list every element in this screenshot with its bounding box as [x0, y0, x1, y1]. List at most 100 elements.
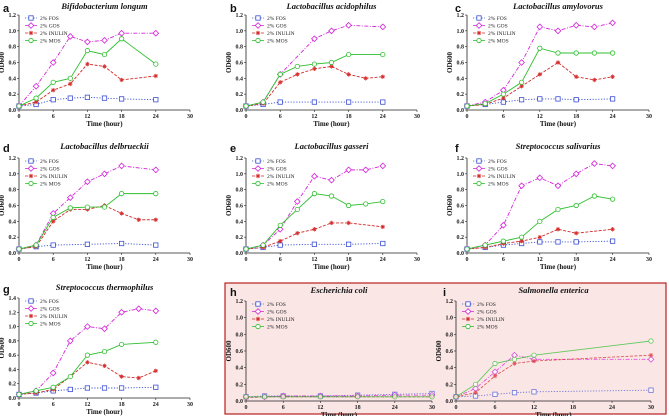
data-point	[84, 352, 91, 358]
data-point	[648, 352, 654, 358]
data-point	[101, 95, 108, 101]
x-tick-label: 30	[429, 405, 435, 411]
y-tick-label: 1.2	[446, 299, 454, 305]
legend-marker	[28, 30, 34, 36]
y-tick-label: 1.2	[457, 13, 465, 19]
panel-title: Streptococcus salivarius	[516, 141, 601, 151]
data-point	[609, 19, 616, 27]
data-point	[609, 162, 616, 170]
y-tick-label: 0.4	[9, 367, 17, 373]
data-point	[346, 72, 351, 77]
data-point	[51, 88, 56, 93]
data-point	[380, 51, 386, 58]
series-line	[466, 98, 613, 107]
legend-marker	[254, 308, 262, 315]
data-point	[610, 238, 616, 244]
x-tick-label: 6	[52, 257, 55, 263]
x-tick-label: 6	[279, 257, 282, 263]
data-point	[591, 160, 598, 167]
y-tick-label: 0.8	[9, 188, 17, 194]
y-tick-label: 1.0	[457, 172, 465, 178]
data-point	[311, 61, 317, 67]
data-point	[32, 82, 40, 90]
series-inulin	[16, 61, 158, 109]
data-point	[119, 36, 125, 42]
x-axis-label: Time (hour)	[313, 263, 350, 271]
data-point	[464, 246, 470, 252]
data-point	[311, 99, 318, 105]
x-tick-label: 30	[648, 405, 654, 411]
y-tick-label: 0.6	[9, 61, 17, 67]
y-tick-label: 1.2	[236, 299, 244, 305]
data-point	[118, 308, 125, 316]
data-point	[609, 196, 616, 202]
x-axis-label: Time (hour)	[540, 263, 577, 271]
series-line	[18, 96, 156, 107]
data-point	[243, 103, 249, 109]
legend-entry: 2% INULIN	[267, 31, 295, 37]
data-point	[136, 375, 141, 381]
y-tick-label: 0.0	[236, 108, 244, 114]
data-point	[328, 27, 335, 35]
y-tick-label: 0.8	[457, 188, 465, 194]
series-line	[18, 38, 157, 107]
x-tick-label: 24	[610, 114, 616, 120]
data-point	[592, 77, 597, 83]
panel-i: i Salmonella enterica 0.0 0.2 0.4 0.6 0.8 1.0 1.…	[435, 285, 655, 416]
data-point	[16, 391, 22, 398]
data-point	[610, 227, 615, 232]
legend-entry: 2% INULIN	[477, 317, 505, 323]
data-point	[243, 246, 249, 252]
x-tick-label: 18	[570, 405, 576, 411]
legend-entry: 2% FOS	[477, 302, 496, 308]
legend-entry: 2% INULIN	[488, 31, 516, 37]
data-point	[153, 61, 159, 67]
series-line	[455, 340, 652, 398]
series-line	[245, 222, 383, 250]
legend-entry: 2% INULIN	[40, 314, 68, 320]
data-point	[380, 99, 386, 105]
data-point	[85, 360, 90, 365]
panel-title: Salmonella enterica	[518, 285, 589, 295]
legend-marker	[27, 165, 35, 172]
x-tick-label: 12	[84, 402, 90, 408]
data-point	[312, 227, 317, 232]
y-tick-label: 0.8	[457, 45, 465, 51]
x-tick-label: 12	[311, 257, 317, 263]
legend-marker	[28, 158, 34, 164]
legend-entry: 2% GOS	[267, 167, 287, 173]
y-tick-label: 0.0	[457, 108, 465, 114]
panel-label: b	[230, 3, 237, 15]
series-mos	[243, 394, 435, 400]
legend-entry: 2% MOS	[477, 325, 498, 331]
data-point	[311, 172, 318, 180]
y-tick-label: 1.2	[236, 13, 244, 19]
data-point	[648, 387, 654, 393]
y-tick-label: 1.4	[9, 296, 17, 302]
data-point	[537, 72, 542, 77]
data-point	[84, 385, 90, 391]
data-point	[518, 79, 525, 85]
x-tick-label: 12	[537, 114, 543, 120]
legend-entry: 2% INULIN	[488, 174, 516, 180]
x-tick-label: 6	[279, 114, 282, 120]
data-point	[101, 51, 108, 58]
data-point	[380, 240, 386, 247]
y-tick-label: 0.4	[9, 219, 17, 225]
data-point	[311, 241, 318, 247]
data-point	[153, 73, 158, 79]
data-point	[500, 91, 506, 97]
data-point	[276, 225, 284, 233]
y-tick-label: 1.0	[236, 316, 244, 322]
legend-marker	[255, 15, 261, 21]
y-tick-label: 0.2	[9, 235, 17, 241]
legend-entry: 2% FOS	[267, 302, 286, 308]
y-tick-label: 1.0	[457, 29, 465, 35]
legend-marker	[254, 22, 262, 29]
data-point	[537, 234, 542, 240]
y-tick-label: 0.2	[446, 382, 454, 388]
x-axis-label: Time (hour)	[86, 408, 123, 416]
